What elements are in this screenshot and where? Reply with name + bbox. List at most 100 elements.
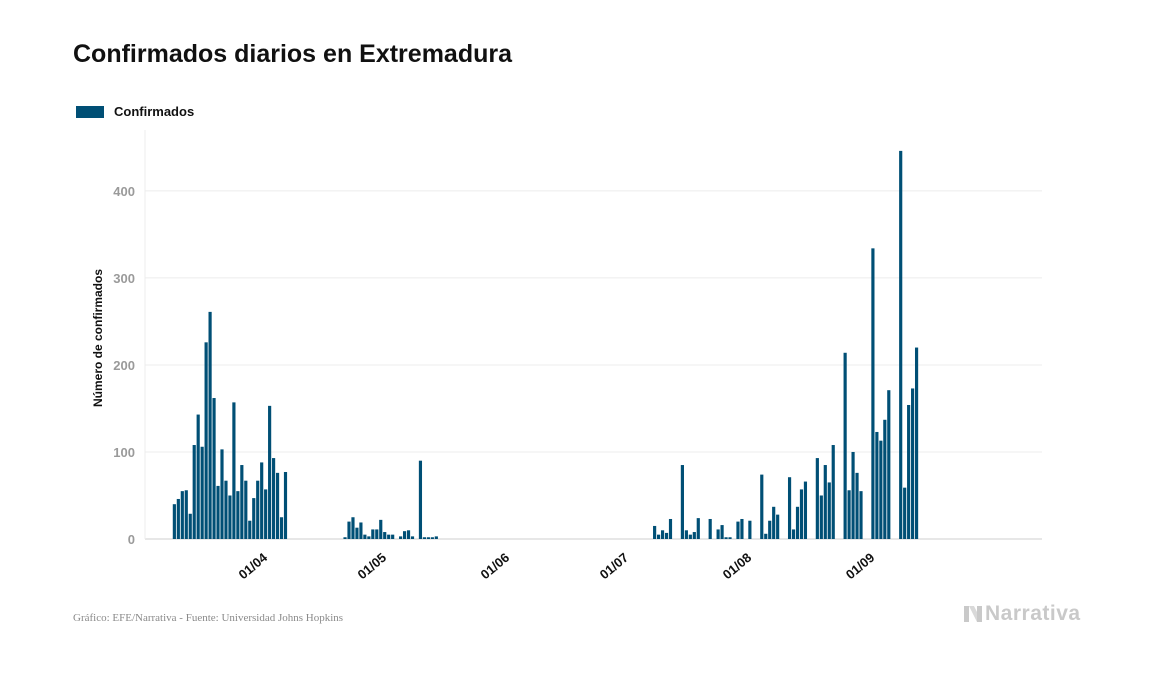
bar — [787, 477, 792, 539]
bar — [803, 481, 808, 539]
bar — [847, 490, 851, 539]
x-axis-ticks: 01/04 01/05 01/06 01/07 01/08 01/09 — [235, 549, 877, 582]
bar — [248, 520, 252, 539]
bar — [688, 534, 692, 539]
x-tick-label: 01/05 — [355, 550, 390, 582]
y-axis-ticks: 0 100 200 300 400 — [113, 184, 135, 547]
grid-lines — [144, 130, 1042, 540]
bar — [795, 506, 800, 539]
bar — [815, 458, 819, 539]
bar — [399, 536, 403, 539]
bar — [879, 440, 883, 539]
bar — [351, 517, 355, 539]
bar — [172, 504, 176, 539]
bar — [402, 531, 407, 539]
bar — [887, 390, 891, 539]
bar — [212, 398, 216, 539]
bar — [208, 311, 212, 539]
bar — [426, 537, 430, 539]
bar — [359, 522, 363, 539]
bar — [791, 529, 796, 539]
y-tick-label: 400 — [113, 184, 135, 199]
legend: Confirmados — [76, 104, 194, 119]
bar — [184, 490, 188, 539]
bar — [819, 495, 823, 539]
bar — [430, 537, 434, 539]
bar — [716, 529, 720, 539]
bar — [684, 530, 688, 539]
bar — [406, 530, 411, 539]
brand-name: Narrativa — [985, 602, 1081, 625]
y-tick-label: 200 — [113, 358, 135, 373]
bar — [422, 537, 427, 539]
bar — [272, 458, 276, 539]
bar — [236, 491, 240, 539]
bar — [240, 465, 244, 539]
bar — [375, 529, 379, 539]
bar — [355, 527, 359, 539]
bar — [196, 414, 200, 539]
bar — [708, 518, 712, 539]
x-tick-label: 01/06 — [478, 550, 513, 582]
legend-swatch — [76, 105, 104, 118]
bar — [224, 480, 228, 539]
y-tick-label: 0 — [128, 532, 135, 547]
bar — [736, 521, 740, 539]
bar — [275, 472, 280, 539]
bar — [434, 536, 438, 539]
bar — [387, 534, 391, 539]
bar — [657, 534, 661, 539]
bar — [204, 342, 208, 539]
bar — [764, 533, 768, 539]
bar — [903, 487, 907, 539]
bar — [914, 347, 919, 539]
bar — [724, 537, 728, 539]
source-credit: Gráfico: EFE/Narrativa - Fuente: Univers… — [73, 612, 344, 624]
legend-label: Confirmados — [114, 104, 195, 119]
bar — [383, 532, 387, 539]
x-tick-label: 01/07 — [597, 550, 632, 582]
bar — [899, 150, 903, 539]
bar — [283, 471, 288, 539]
bar — [200, 446, 204, 539]
bar — [252, 498, 256, 539]
bar — [371, 529, 375, 539]
bar — [279, 517, 284, 539]
bar — [740, 518, 744, 539]
brand-logo: Narrativa — [963, 602, 1081, 626]
bar — [216, 485, 220, 539]
bar — [660, 530, 665, 539]
bar — [379, 519, 383, 539]
bar — [799, 489, 804, 539]
bar — [720, 525, 724, 539]
bar — [176, 498, 180, 539]
bar — [776, 514, 780, 539]
bar — [668, 518, 673, 539]
bar — [859, 491, 863, 539]
bar — [855, 472, 859, 539]
bar — [268, 405, 272, 539]
bar — [244, 480, 248, 539]
bar — [843, 352, 847, 539]
chart-title: Confirmados diarios en Extremadura — [73, 40, 513, 68]
y-axis-label: Número de confirmados — [91, 269, 105, 407]
x-tick-label: 01/04 — [235, 549, 270, 582]
bar — [653, 525, 657, 539]
bar — [418, 460, 423, 539]
bar — [264, 489, 268, 539]
y-tick-label: 100 — [113, 445, 135, 460]
bar — [664, 532, 669, 539]
bar — [228, 495, 232, 539]
bar — [391, 534, 395, 539]
bar — [772, 506, 776, 539]
bar — [410, 536, 415, 539]
bar — [696, 518, 700, 539]
bar — [851, 451, 855, 539]
x-tick-label: 01/09 — [843, 550, 878, 582]
x-tick-label: 01/08 — [720, 550, 755, 582]
bar — [256, 480, 260, 539]
bar — [728, 537, 732, 539]
bar — [875, 431, 879, 539]
bar — [748, 520, 752, 539]
bar — [367, 536, 371, 539]
